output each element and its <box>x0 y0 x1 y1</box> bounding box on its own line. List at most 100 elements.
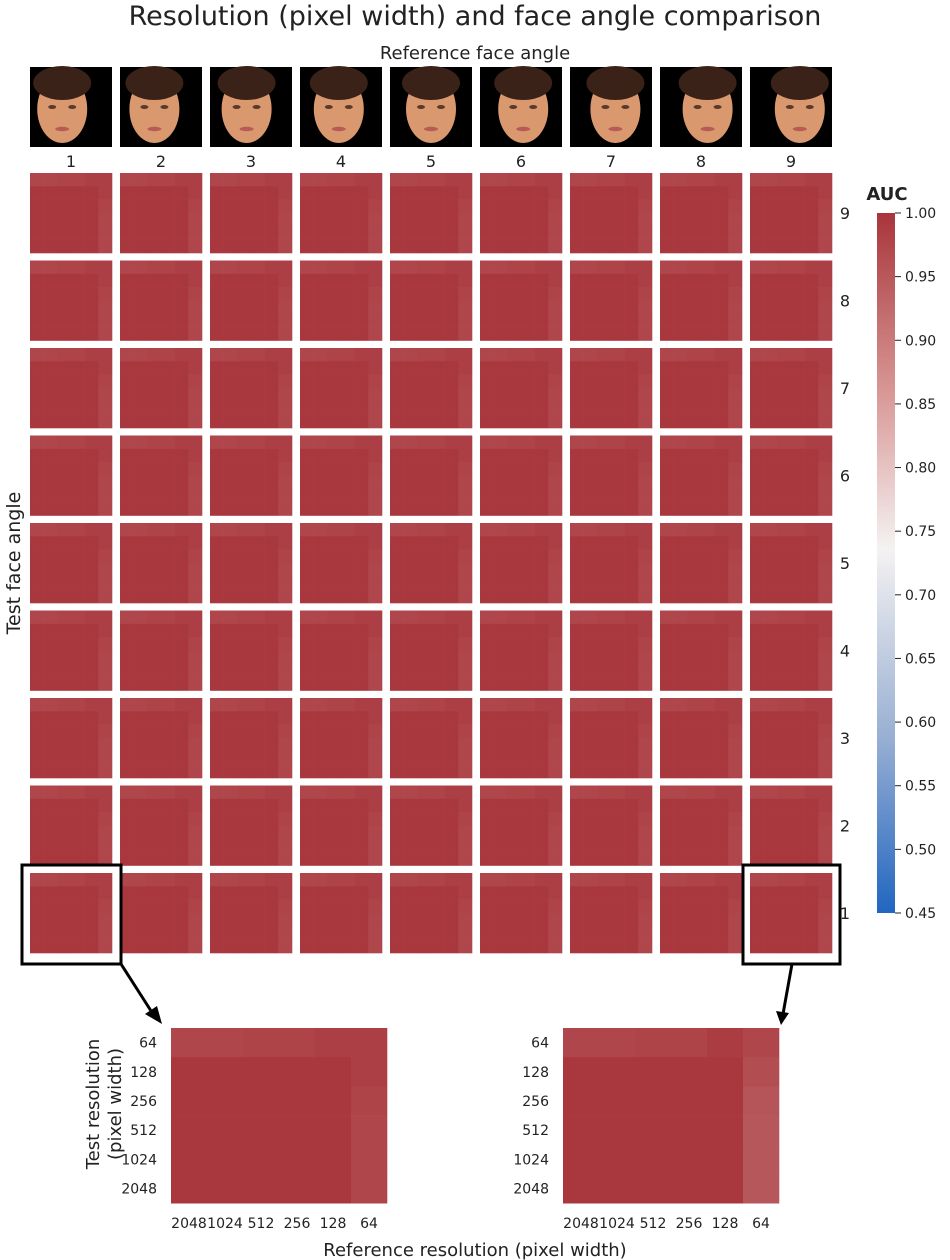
heatmap-pixel <box>570 273 584 288</box>
heatmap-pixel <box>251 502 265 516</box>
heatmap-pixel <box>417 698 432 712</box>
heatmap-pixel <box>777 751 792 765</box>
heatmap-pixel <box>84 313 99 328</box>
heatmap-pixel <box>210 576 224 590</box>
heatmap-pixel <box>341 751 355 765</box>
heatmap-pixel <box>431 414 445 429</box>
heatmap-cell-test8-ref3 <box>210 260 293 341</box>
heatmap-pixel <box>57 798 72 813</box>
heatmap-pixel <box>431 913 445 927</box>
heatmap-pixel <box>750 724 764 739</box>
heatmap-pixel <box>98 462 113 476</box>
heatmap-pixel <box>673 677 688 691</box>
heatmap-pixel <box>98 502 113 516</box>
heatmap-pixel <box>638 798 653 813</box>
heatmap-pixel <box>624 327 639 341</box>
heatmap-pixel <box>597 724 612 739</box>
heatmap-cell-test5-ref2 <box>120 523 203 604</box>
heatmap-pixel <box>583 361 598 375</box>
heatmap-pixel <box>750 623 764 638</box>
heatmap-pixel <box>431 751 445 765</box>
heatmap-pixel <box>30 623 44 638</box>
heatmap-pixel <box>597 563 612 577</box>
heatmap-pixel <box>750 414 764 429</box>
heatmap-pixel <box>251 711 265 725</box>
heatmap-pixel <box>714 549 729 564</box>
heatmap-pixel <box>43 388 58 402</box>
heatmap-pixel <box>777 488 792 503</box>
heatmap-pixel <box>98 361 113 375</box>
reference-angle-label: 2 <box>156 152 166 171</box>
heatmap-cell-test2-ref6 <box>480 785 563 866</box>
heatmap-pixel <box>251 724 265 739</box>
heatmap-pixel <box>493 751 508 765</box>
heatmap-pixel <box>444 300 459 315</box>
zoom-pixel <box>743 1144 780 1175</box>
heatmap-pixel <box>30 852 44 866</box>
heatmap-pixel <box>431 549 445 564</box>
zoom-pixel <box>563 1028 600 1058</box>
heatmap-pixel <box>354 549 369 564</box>
heatmap-pixel <box>624 348 639 362</box>
heatmap-pixel <box>701 414 715 429</box>
heatmap-pixel <box>701 939 715 954</box>
heatmap-pixel <box>804 886 819 900</box>
heatmap-cell-test6-ref4 <box>300 435 383 516</box>
heatmap-pixel <box>43 448 58 463</box>
heatmap-pixel <box>278 637 293 651</box>
heatmap-pixel <box>174 287 189 301</box>
heatmap-pixel <box>237 388 252 402</box>
heatmap-pixel <box>583 589 598 604</box>
heatmap-pixel <box>313 650 328 665</box>
heatmap-pixel <box>701 287 715 301</box>
heatmap-pixel <box>521 226 535 240</box>
heatmap-pixel <box>368 724 383 739</box>
zoom-y-axis-label: Test resolution <box>83 1039 104 1171</box>
heatmap-pixel <box>98 785 113 800</box>
heatmap-pixel <box>583 738 598 752</box>
heatmap-pixel <box>390 785 404 800</box>
heatmap-pixel <box>611 610 625 625</box>
heatmap-pixel <box>120 913 134 927</box>
reference-angle-label: 4 <box>336 152 346 171</box>
heatmap-pixel <box>98 536 113 550</box>
heatmap-pixel <box>521 239 535 254</box>
heatmap-pixel <box>624 852 639 866</box>
heatmap-pixel <box>534 300 549 315</box>
heatmap-pixel <box>264 873 279 887</box>
heatmap-pixel <box>210 435 224 450</box>
heatmap-pixel <box>687 798 702 813</box>
heatmap-pixel <box>300 239 314 254</box>
heatmap-pixel <box>431 523 445 537</box>
heatmap-pixel <box>57 273 72 288</box>
heatmap-pixel <box>493 448 508 463</box>
heatmap-pixel <box>300 698 314 712</box>
heatmap-pixel <box>98 327 113 341</box>
heatmap-pixel <box>750 637 764 651</box>
heatmap-pixel <box>210 199 224 214</box>
heatmap-pixel <box>583 199 598 214</box>
heatmap-pixel <box>493 610 508 625</box>
heatmap-pixel <box>120 764 134 779</box>
heatmap-pixel <box>161 711 175 725</box>
heatmap-pixel <box>818 899 833 914</box>
heatmap-pixel <box>133 724 148 739</box>
heatmap-pixel <box>300 549 314 564</box>
heatmap-pixel <box>521 623 535 638</box>
heatmap-pixel <box>624 563 639 577</box>
zoom-pixel <box>707 1057 744 1087</box>
heatmap-pixel <box>818 186 833 200</box>
zoom-pixel <box>599 1144 636 1175</box>
heatmap-pixel <box>390 663 404 678</box>
heatmap-pixel <box>188 300 203 315</box>
heatmap-pixel <box>638 401 653 415</box>
heatmap-pixel <box>147 751 162 765</box>
heatmap-pixel <box>804 623 819 638</box>
heatmap-pixel <box>480 738 494 752</box>
heatmap-pixel <box>570 260 584 275</box>
heatmap-pixel <box>763 623 778 638</box>
heatmap-pixel <box>147 199 162 214</box>
heatmap-pixel <box>30 199 44 214</box>
heatmap-pixel <box>368 926 383 940</box>
heatmap-pixel <box>174 226 189 240</box>
